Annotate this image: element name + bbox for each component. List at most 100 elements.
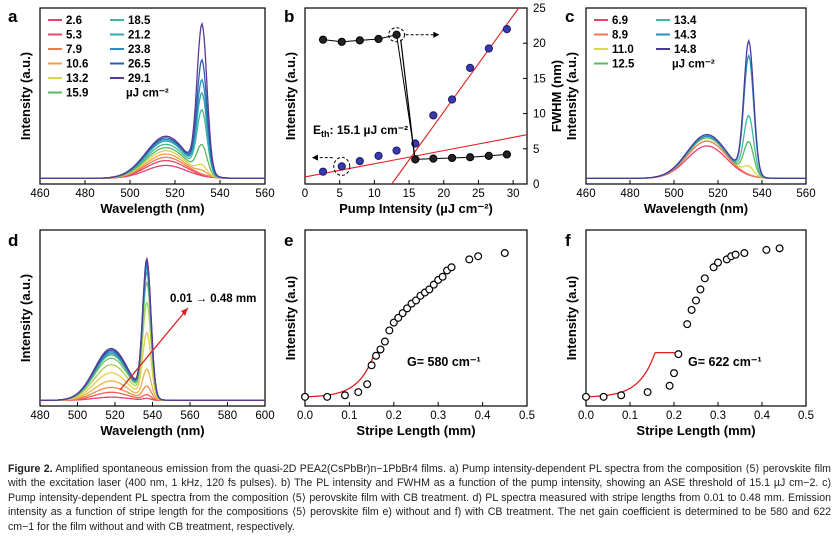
data-point (643, 388, 652, 397)
x-tick-label: 480 (620, 188, 639, 200)
data-point (403, 304, 412, 313)
y-axis-label: Intensity (a.u.) (18, 52, 33, 140)
intensity-point (466, 63, 475, 72)
x-tick-label: 520 (165, 188, 184, 200)
data-point (394, 313, 403, 322)
x-tick-label: 5 (336, 188, 342, 200)
x-tick-label: 0.3 (710, 410, 726, 422)
legend-entry: 23.8 (128, 44, 151, 56)
series-line (40, 21, 265, 180)
data-point (687, 305, 696, 314)
x-tick-label: 0.1 (341, 410, 357, 422)
series-line (40, 256, 265, 402)
data-point (380, 337, 389, 346)
intensity-point (447, 95, 457, 104)
arrow-head (311, 154, 318, 161)
x-axis-label: Wavelength (nm) (100, 201, 204, 216)
y-axis-label: Intensity (a.u) (283, 276, 298, 361)
series-line (586, 145, 806, 180)
data-point (691, 296, 700, 305)
fwhm-point (374, 34, 383, 44)
y2-tick-label: 15 (533, 73, 546, 85)
axes-frame (304, 7, 528, 185)
data-point (340, 391, 349, 400)
panel-b: b 0 5 10 15 20 25 30 Pump Intensity (µJ cm⁻²) Int… (283, 3, 564, 216)
highlight-ellipse (333, 156, 351, 176)
x-axis-label: Pump Intensity (µJ cm⁻²) (339, 201, 493, 216)
legend-unit: µJ cm⁻² (672, 59, 715, 71)
legend-entry: 15.9 (66, 88, 88, 100)
x-tick-label: 600 (255, 410, 274, 422)
x-axis-label: Wavelength (nm) (644, 201, 748, 216)
x-tick-label: 480 (75, 188, 94, 200)
fwhm-point (484, 151, 493, 160)
data-point (617, 391, 626, 400)
caption-text: Amplified spontaneous emission from the … (8, 463, 832, 533)
fwhm-point (411, 155, 420, 164)
data-point (323, 392, 332, 401)
axes-frame (585, 229, 807, 407)
data-point (372, 351, 381, 360)
x-tick-label: 0.2 (386, 410, 402, 422)
legend-entry: 8.9 (612, 30, 628, 42)
x-axis-label: Wavelength (nm) (100, 423, 204, 438)
x-tick-label: 0.4 (754, 410, 771, 422)
intensity-point (337, 162, 346, 171)
x-tick-label: 520 (105, 410, 124, 422)
data-point (425, 285, 434, 294)
gain-annotation: G= 580 cm⁻¹ (407, 355, 481, 369)
data-point (762, 245, 771, 254)
arrow-line (119, 307, 189, 391)
x-tick-label: 0.5 (798, 410, 814, 422)
data-point (447, 263, 456, 272)
gain-annotation: G= 622 cm⁻¹ (688, 355, 762, 369)
legend-entry: 6.9 (612, 15, 628, 27)
legend-entry: 14.8 (674, 44, 697, 56)
series-line (586, 38, 806, 180)
x-tick-label: 500 (664, 188, 683, 200)
fwhm-point (429, 154, 438, 163)
x-tick-label: 0.4 (475, 410, 492, 422)
y-axis-label: Intensity (a.u.) (564, 52, 579, 140)
x-tick-label: 0 (302, 188, 308, 200)
axes-frame (39, 7, 266, 185)
panel-e: e 0.0 0.1 0.2 0.3 0.4 0.5 Stripe Length (mm) Int… (283, 229, 535, 438)
data-point (474, 252, 483, 261)
x-axis-label: Stripe Length (mm) (636, 423, 755, 438)
data-point (429, 280, 438, 289)
legend-entry: 10.6 (66, 59, 88, 71)
x-tick-label: 20 (437, 188, 450, 200)
y2-tick-label: 5 (533, 144, 539, 156)
fwhm-point (318, 35, 328, 44)
legend: 2.6 5.3 7.9 10.6 13.2 15.9 18.5 21.2 23.8 26.5 29.… (48, 15, 151, 100)
series-line (586, 140, 806, 180)
intensity-point (355, 157, 364, 166)
panel-f: f 0.0 0.1 0.2 0.3 0.4 0.5 Stripe Length (mm) Int… (564, 229, 814, 438)
x-tick-label: 560 (180, 410, 199, 422)
intensity-point (484, 44, 493, 53)
legend-entry: 14.3 (674, 30, 696, 42)
y2-tick-label: 25 (533, 3, 546, 15)
x-tick-label: 560 (796, 188, 815, 200)
legend: 6.9 8.9 11.0 12.5 13.4 14.3 14.8 (594, 15, 697, 71)
gain-fit-curve (586, 351, 681, 398)
series-line (40, 164, 265, 180)
panel-label: d (8, 231, 18, 250)
legend-entry: 5.3 (66, 30, 82, 42)
legend-entry: 13.4 (674, 15, 697, 27)
y2-tick-label: 20 (533, 38, 546, 50)
y2-axis-label: FWHM (nm) (549, 60, 564, 132)
data-point (665, 381, 674, 390)
legend-entry: 7.9 (66, 44, 82, 56)
x-tick-label: 15 (403, 188, 416, 200)
axes-frame (304, 229, 528, 407)
x-axis-label: Stripe Length (mm) (356, 423, 475, 438)
panel-d: d 480 500 520 540 560 580 600 Wavelength (nm) Int… (8, 229, 275, 438)
x-tick-label: 460 (30, 188, 49, 200)
data-point (354, 388, 363, 397)
caption-label: Figure 2. (8, 463, 53, 475)
x-tick-label: 500 (120, 188, 139, 200)
fwhm-point (337, 37, 346, 46)
y2-tick-label: 10 (533, 109, 546, 121)
panel-label: b (284, 7, 294, 26)
